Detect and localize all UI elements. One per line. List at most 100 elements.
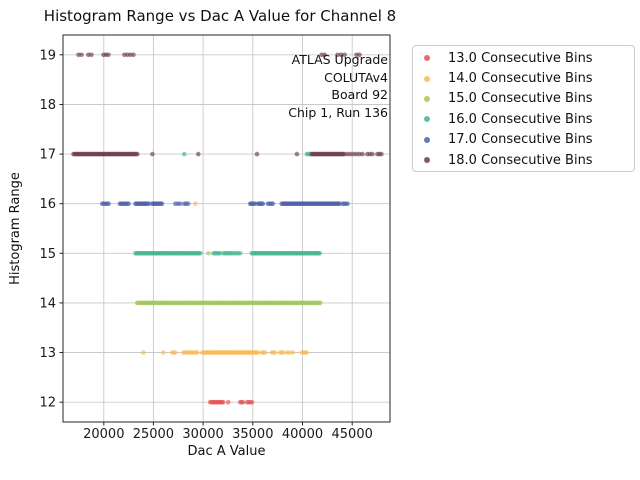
annotation-line: COLUTAv4 xyxy=(324,69,388,85)
data-point xyxy=(254,151,260,157)
data-point xyxy=(217,251,223,256)
data-point xyxy=(198,251,203,256)
legend-label: 15.0 Consecutive Bins xyxy=(448,91,593,107)
data-point xyxy=(150,151,155,157)
annotation-line: Board 92 xyxy=(331,87,388,103)
data-point xyxy=(342,52,347,58)
data-point xyxy=(126,201,131,206)
y-tick-label: 13 xyxy=(39,346,56,361)
plot-annotation: ATLAS Upgrade COLUTAv4 Board 92 Chip 1, Run… xyxy=(288,51,388,121)
annotation-line: ATLAS Upgrade xyxy=(291,52,388,67)
data-point xyxy=(195,350,200,355)
chart-title: Histogram Range vs Dac A Value for Chann… xyxy=(43,7,397,25)
x-tick-label: 25000 xyxy=(133,427,174,442)
legend-item: 14.0 Consecutive Bins xyxy=(413,68,634,88)
data-point xyxy=(141,350,146,355)
data-point xyxy=(240,399,246,405)
data-point xyxy=(255,350,261,355)
data-point xyxy=(249,399,255,405)
legend-marker-dot xyxy=(424,55,430,62)
data-point xyxy=(322,52,328,58)
legend-item: 17.0 Consecutive Bins xyxy=(413,130,634,150)
tick-labels: 20000 25000 30000 35000 40000 45000 12 13 14 15 16… xyxy=(39,48,372,442)
x-tick-label: 45000 xyxy=(332,427,373,442)
series-14-consecutive-bins xyxy=(141,201,310,355)
data-point xyxy=(304,350,310,355)
y-tick-label: 15 xyxy=(39,247,56,262)
y-tick-label: 14 xyxy=(39,296,56,311)
legend-label: 14.0 Consecutive Bins xyxy=(448,71,593,87)
data-point xyxy=(185,201,191,206)
data-point xyxy=(345,201,350,206)
data-point xyxy=(146,201,151,206)
plot-border xyxy=(62,34,391,423)
legend-label: 16.0 Consecutive Bins xyxy=(448,111,593,127)
y-tick-label: 12 xyxy=(39,396,56,411)
data-point xyxy=(196,151,201,157)
data-point xyxy=(106,52,111,58)
legend-label: 17.0 Consecutive Bins xyxy=(448,132,593,148)
data-point xyxy=(357,52,362,58)
series-17-consecutive-bins xyxy=(99,201,350,206)
data-point xyxy=(280,350,286,355)
legend: 13.0 Consecutive Bins 14.0 Consecutive Bi… xyxy=(412,45,635,172)
series-15-consecutive-bins xyxy=(134,251,323,306)
data-point xyxy=(335,52,340,58)
series-13-consecutive-bins xyxy=(207,399,255,405)
legend-item: 16.0 Consecutive Bins xyxy=(413,109,634,129)
legend-marker-dot xyxy=(424,157,430,164)
legend-label: 13.0 Consecutive Bins xyxy=(448,50,593,66)
x-tick-label: 30000 xyxy=(182,427,223,442)
legend-item: 13.0 Consecutive Bins xyxy=(413,48,634,68)
y-tick-label: 19 xyxy=(39,48,56,63)
x-tick-label: 35000 xyxy=(232,427,273,442)
data-point xyxy=(79,52,84,58)
data-point xyxy=(106,201,111,206)
data-point xyxy=(260,201,266,206)
data-point xyxy=(290,350,296,355)
series-18-consecutive-bins xyxy=(71,52,384,157)
data-point xyxy=(225,399,231,405)
y-tick-label: 17 xyxy=(39,148,56,163)
data-point xyxy=(270,201,276,206)
annotation-line: Chip 1, Run 136 xyxy=(288,104,388,120)
legend-marker-dot xyxy=(424,136,430,143)
series-16-consecutive-bins xyxy=(133,151,323,256)
legend-marker-dot xyxy=(424,95,430,102)
legend-item: 18.0 Consecutive Bins xyxy=(413,150,634,170)
data-point xyxy=(318,300,323,306)
data-point xyxy=(338,52,344,58)
data-point xyxy=(272,350,278,355)
x-tick-label: 40000 xyxy=(282,427,323,442)
data-point xyxy=(317,251,323,256)
data-point xyxy=(237,251,243,256)
data-point xyxy=(379,151,384,157)
y-axis-label-wrap: Histogram Range xyxy=(1,35,29,422)
data-point xyxy=(206,251,211,256)
legend-label: 18.0 Consecutive Bins xyxy=(448,152,593,168)
legend-item: 15.0 Consecutive Bins xyxy=(413,89,634,109)
data-point xyxy=(182,151,187,157)
x-axis-label: Dac A Value xyxy=(187,444,266,459)
data-point xyxy=(135,151,140,157)
legend-marker-dot xyxy=(424,75,430,82)
data-point xyxy=(220,399,226,405)
y-tick-label: 18 xyxy=(39,98,56,113)
data-point xyxy=(173,350,178,355)
x-tick-label: 20000 xyxy=(83,427,124,442)
y-axis-label: Histogram Range xyxy=(7,172,23,285)
data-point xyxy=(360,151,365,157)
data-point xyxy=(161,350,166,355)
data-point xyxy=(262,350,268,355)
data-point xyxy=(193,201,198,206)
data-point xyxy=(131,52,136,58)
y-tick-label: 16 xyxy=(39,197,56,212)
data-point xyxy=(159,201,165,206)
data-point xyxy=(178,201,183,206)
data-point xyxy=(294,151,300,157)
legend-marker-dot xyxy=(424,116,430,123)
data-point xyxy=(370,151,375,157)
data-point xyxy=(89,52,94,58)
